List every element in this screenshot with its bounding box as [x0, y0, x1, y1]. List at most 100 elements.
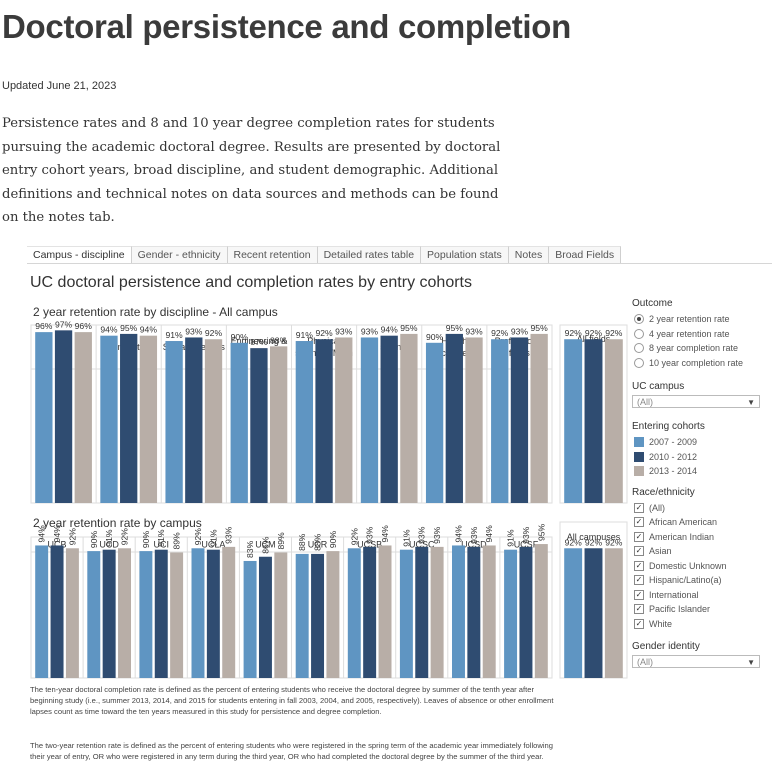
legend-item-2013: 2013 - 2014 [632, 464, 767, 479]
data-label: 95% [400, 323, 418, 333]
total-data-label: 92% [605, 537, 623, 547]
outcome-option-2yr[interactable]: 2 year retention rate [632, 312, 767, 327]
race-option-domestic-unknown[interactable]: ✓ Domestic Unknown [634, 560, 727, 571]
bar [35, 332, 53, 503]
legend-item-2007: 2007 - 2009 [632, 435, 767, 450]
tab-population-stats[interactable]: Population stats [421, 246, 509, 263]
bar [510, 337, 529, 503]
radio-icon [634, 357, 644, 368]
page-title: Doctoral persistence and completion [2, 8, 571, 45]
bar [230, 342, 248, 503]
data-label: 90% [141, 531, 151, 549]
category-label: UCSB [357, 540, 382, 550]
data-label: 92% [491, 328, 509, 338]
checkbox-checked-icon: ✓ [634, 502, 644, 513]
category-label: UCB [48, 540, 67, 550]
data-label: 90% [328, 531, 338, 549]
race-option-asian[interactable]: ✓ Asian [634, 546, 672, 557]
data-label: 88% [270, 335, 288, 345]
data-label: 91% [506, 529, 516, 547]
outcome-option-4yr[interactable]: 4 year retention rate [632, 327, 767, 342]
legend-item-2010: 2010 - 2012 [632, 450, 767, 465]
data-label: 90% [426, 332, 444, 342]
cohorts-legend: 2007 - 2009 2010 - 2012 2013 - 2014 [632, 435, 767, 479]
data-label: 88% [297, 533, 307, 551]
legend-swatch [634, 466, 644, 477]
total-bar [604, 548, 623, 678]
data-label: 89% [172, 532, 182, 550]
bar [139, 335, 158, 503]
race-option-american-indian[interactable]: ✓ American Indian [634, 531, 715, 542]
data-label: 95% [531, 323, 549, 333]
category-label: UCM [255, 540, 276, 550]
outcome-option-10yr[interactable]: 10 year completion rate [632, 356, 767, 371]
outcome-label: Outcome [632, 298, 673, 309]
category-label: UCLA [201, 540, 225, 550]
total-data-label: 92% [565, 328, 583, 338]
race-option-african-american[interactable]: ✓ African American [634, 517, 718, 528]
bar [363, 546, 377, 678]
checkbox-checked-icon: ✓ [634, 531, 644, 542]
data-label: 89% [276, 532, 286, 550]
data-label: 91% [156, 529, 166, 547]
data-label: 93% [432, 526, 442, 544]
bar [54, 330, 73, 503]
data-label: 94% [380, 525, 390, 543]
data-label: 94% [37, 525, 47, 543]
footnote-two-year: The two-year retention rate is defined a… [30, 741, 553, 761]
total-label: All campuses [567, 532, 621, 542]
data-label: 83% [245, 540, 255, 558]
race-option-white[interactable]: ✓ White [634, 618, 673, 629]
bar [35, 545, 49, 678]
bar [452, 545, 465, 678]
bar [50, 545, 64, 678]
dashboard-tabs: Campus - discipline Gender - ethnicity R… [27, 246, 772, 264]
bar [120, 333, 138, 503]
bar [347, 548, 361, 678]
category-label: UCR [308, 540, 328, 550]
tab-gender-ethnicity[interactable]: Gender - ethnicity [131, 246, 228, 263]
legend-swatch [634, 451, 644, 462]
bar [425, 342, 444, 503]
bar [170, 552, 184, 678]
dashboard-title: UC doctoral persistence and completion r… [30, 274, 472, 291]
bar [295, 553, 309, 678]
total-bar [564, 339, 583, 503]
intro-paragraph: Persistence rates and 8 and 10 year degr… [2, 116, 501, 225]
campus-dropdown[interactable]: (All) ▼ [632, 395, 760, 408]
race-option-hispanic-latino[interactable]: ✓ Hispanic/Latino(a) [634, 575, 722, 586]
checkbox-checked-icon: ✓ [634, 517, 644, 528]
category-label: UCD [99, 540, 119, 550]
total-bar [604, 339, 623, 503]
outcome-radio-group: 2 year retention rate 4 year retention r… [632, 312, 767, 370]
race-option-all[interactable]: ✓ (All) [634, 502, 665, 513]
tab-recent-retention[interactable]: Recent retention [227, 246, 318, 263]
updated-date: Updated June 21, 2023 [2, 80, 117, 92]
tab-notes[interactable]: Notes [508, 246, 550, 263]
bar [269, 346, 288, 503]
outcome-option-8yr[interactable]: 8 year completion rate [632, 341, 767, 356]
gender-filter-label: Gender identity [632, 641, 700, 652]
data-label: 86% [260, 536, 270, 554]
bar [87, 551, 101, 678]
tab-campus-discipline[interactable]: Campus - discipline [27, 246, 132, 263]
tab-detailed-rates-table[interactable]: Detailed rates table [317, 246, 422, 263]
gender-dropdown[interactable]: (All) ▼ [632, 655, 760, 668]
data-label: 90% [89, 531, 99, 549]
data-label: 93% [469, 526, 479, 544]
tab-broad-fields[interactable]: Broad Fields [549, 246, 622, 263]
race-option-pacific-islander[interactable]: ✓ Pacific Islander [634, 604, 711, 615]
data-label: 94% [484, 525, 494, 543]
data-label: 88% [313, 533, 323, 551]
data-label: 93% [511, 326, 529, 336]
bar [445, 333, 463, 503]
total-label: All fields [577, 334, 611, 344]
data-label: 92% [315, 328, 333, 338]
bar [274, 552, 288, 678]
data-label: 95% [120, 323, 138, 333]
data-label: 93% [335, 326, 353, 336]
bar [185, 337, 203, 503]
race-option-international[interactable]: ✓ International [634, 589, 699, 600]
bar [380, 335, 398, 503]
